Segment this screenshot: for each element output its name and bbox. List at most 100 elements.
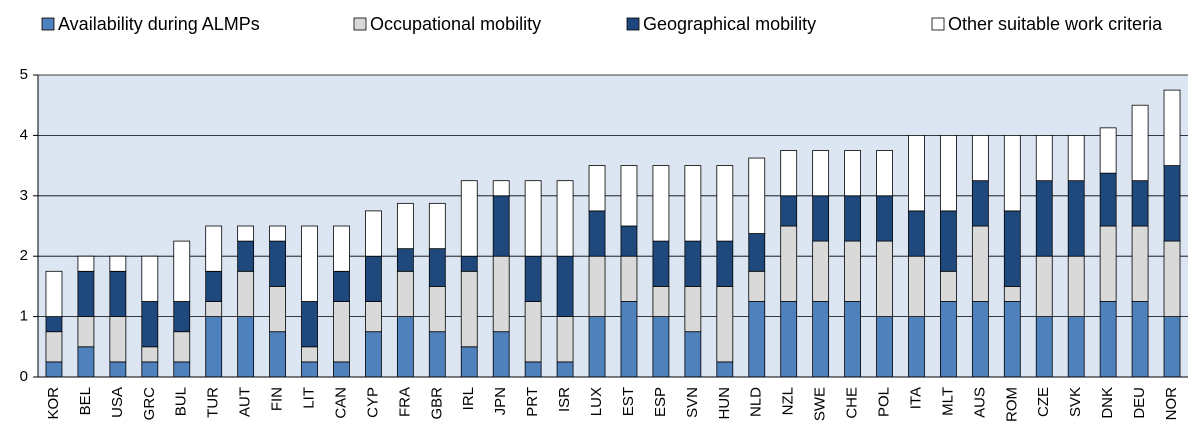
bar-segment bbox=[556, 180, 574, 257]
bar-segment bbox=[141, 361, 159, 378]
x-tick-label: SVN bbox=[684, 387, 701, 418]
y-tick-label: 2 bbox=[20, 247, 28, 264]
bar-segment bbox=[1035, 255, 1053, 318]
bar-segment bbox=[620, 225, 638, 257]
bar-segment bbox=[684, 331, 702, 378]
bar-segment bbox=[205, 270, 223, 302]
bar-segment bbox=[524, 361, 542, 378]
y-tick-label: 3 bbox=[20, 187, 28, 204]
bar-segment bbox=[365, 210, 382, 257]
bar-segment bbox=[1067, 134, 1085, 182]
bar-segment bbox=[844, 195, 861, 242]
bar-segment bbox=[940, 301, 957, 378]
bar-segment bbox=[237, 316, 255, 378]
bar-segment bbox=[780, 195, 798, 227]
bar-segment bbox=[1163, 165, 1181, 242]
x-tick-label: FIN bbox=[269, 387, 286, 411]
bar-segment bbox=[301, 346, 318, 363]
bar-segment bbox=[876, 150, 893, 197]
bar-segment bbox=[1131, 301, 1149, 378]
bar-segment bbox=[1035, 180, 1053, 257]
bar-segment bbox=[1099, 127, 1117, 174]
x-tick-label: LUX bbox=[588, 387, 605, 416]
bar-segment bbox=[652, 240, 670, 287]
y-tick-label: 1 bbox=[20, 308, 28, 325]
legend-swatch bbox=[41, 17, 55, 31]
bar-segment bbox=[588, 255, 606, 318]
x-tick-label: USA bbox=[109, 387, 126, 418]
bar-segment bbox=[748, 157, 766, 234]
bar-segment bbox=[45, 361, 63, 378]
bar-segment bbox=[908, 210, 925, 257]
bar-segment bbox=[1131, 180, 1149, 227]
bar-segment bbox=[908, 134, 925, 212]
x-tick-label: BEL bbox=[77, 387, 94, 415]
x-tick-label: HUN bbox=[716, 387, 733, 420]
bar-segment bbox=[1003, 210, 1021, 287]
bar-segment bbox=[1067, 180, 1085, 257]
bar-segment bbox=[812, 240, 830, 302]
bar-segment bbox=[908, 255, 925, 318]
bar-segment bbox=[141, 346, 159, 363]
bar-segment bbox=[460, 270, 478, 348]
bar-segment bbox=[492, 331, 510, 378]
bar-segment bbox=[716, 165, 734, 242]
bar-segment bbox=[365, 331, 382, 378]
bar-segment bbox=[620, 165, 638, 227]
bar-segment bbox=[396, 316, 414, 378]
bar-segment bbox=[365, 301, 382, 333]
bar-segment bbox=[780, 150, 798, 197]
x-tick-label: PRT bbox=[524, 387, 541, 417]
bar-segment bbox=[333, 301, 350, 363]
x-tick-label: FRA bbox=[396, 387, 413, 417]
bar-segment bbox=[237, 225, 255, 242]
x-tick-label: POL bbox=[875, 387, 892, 417]
x-tick-label: DEU bbox=[1131, 387, 1148, 419]
bar-segment bbox=[45, 331, 63, 363]
bar-segment bbox=[109, 361, 127, 378]
bar-segment bbox=[1099, 172, 1117, 227]
bar-segment bbox=[269, 240, 286, 287]
bar-segment bbox=[1099, 225, 1117, 302]
bar-segment bbox=[1163, 316, 1181, 378]
bar-segment bbox=[876, 316, 893, 378]
bar-segment bbox=[109, 316, 127, 363]
bar-segment bbox=[396, 248, 414, 272]
legend-swatch bbox=[626, 17, 640, 31]
bar-segment bbox=[971, 134, 989, 182]
bar-segment bbox=[1035, 134, 1053, 182]
bar-segment bbox=[716, 361, 734, 378]
bar-segment bbox=[716, 240, 734, 287]
legend-label: Other suitable work criteria bbox=[948, 14, 1163, 34]
bar-segment bbox=[940, 210, 957, 272]
bar-segment bbox=[940, 270, 957, 302]
bar-segment bbox=[971, 180, 989, 227]
x-tick-label: CYP bbox=[364, 387, 381, 418]
bar-segment bbox=[109, 270, 127, 317]
x-tick-label: SVK bbox=[1067, 387, 1084, 417]
x-tick-label: NLD bbox=[748, 387, 765, 417]
bar-segment bbox=[588, 165, 606, 212]
bar-segment bbox=[269, 285, 286, 333]
bar-segment bbox=[141, 255, 159, 302]
x-tick-label: NZL bbox=[780, 387, 797, 415]
bar-segment bbox=[492, 180, 510, 197]
x-tick-label: ESP bbox=[652, 387, 669, 417]
bar-segment bbox=[1067, 255, 1085, 318]
x-tick-label: KOR bbox=[45, 387, 62, 420]
bar-segment bbox=[588, 210, 606, 257]
bar-segment bbox=[812, 195, 830, 242]
x-tick-label: ISR bbox=[556, 387, 573, 412]
bar-segment bbox=[812, 150, 830, 197]
bar-segment bbox=[45, 316, 63, 333]
bar-segment bbox=[333, 225, 350, 272]
x-tick-label: EST bbox=[620, 387, 637, 416]
bar-segment bbox=[652, 285, 670, 317]
bar-segment bbox=[77, 270, 95, 317]
bar-segment bbox=[908, 316, 925, 378]
plot-area bbox=[38, 75, 1188, 377]
bar-segment bbox=[205, 225, 223, 272]
bar-segment bbox=[460, 255, 478, 272]
bar-segment bbox=[333, 270, 350, 302]
